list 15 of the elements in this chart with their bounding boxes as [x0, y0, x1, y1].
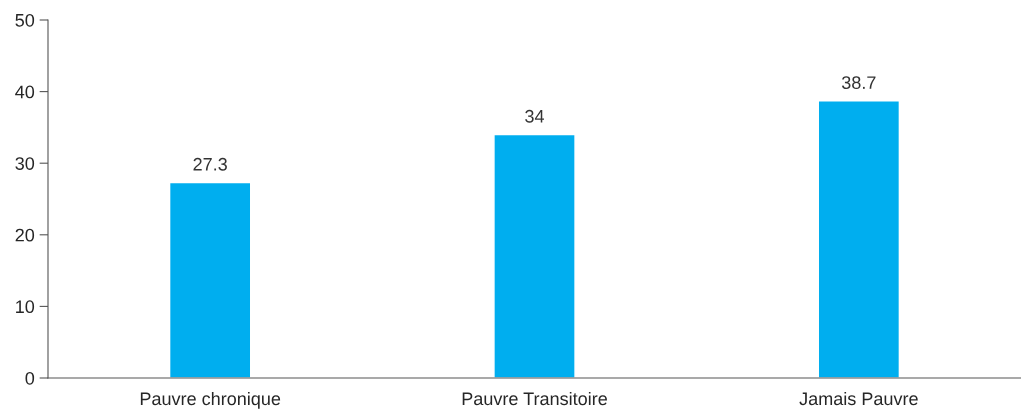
- x-tick-label: Pauvre Transitoire: [462, 391, 607, 406]
- bar: [168, 181, 252, 378]
- y-tick-label: 20: [15, 228, 35, 242]
- y-tick-label: 10: [16, 300, 35, 314]
- bar: [817, 100, 901, 378]
- data-label: 27.3: [193, 157, 227, 171]
- y-tick-label: 40: [15, 85, 35, 99]
- y-tick-label: 0: [25, 371, 35, 385]
- data-label: 38.7: [841, 76, 876, 90]
- y-tick-label: 30: [15, 157, 35, 170]
- x-tick-label: Pauvre chronique: [140, 391, 281, 409]
- x-tick-label: Jamais Pauvre: [799, 391, 918, 406]
- data-label: 34: [525, 109, 545, 123]
- y-tick-label: 50: [15, 13, 35, 27]
- bar: [493, 133, 576, 378]
